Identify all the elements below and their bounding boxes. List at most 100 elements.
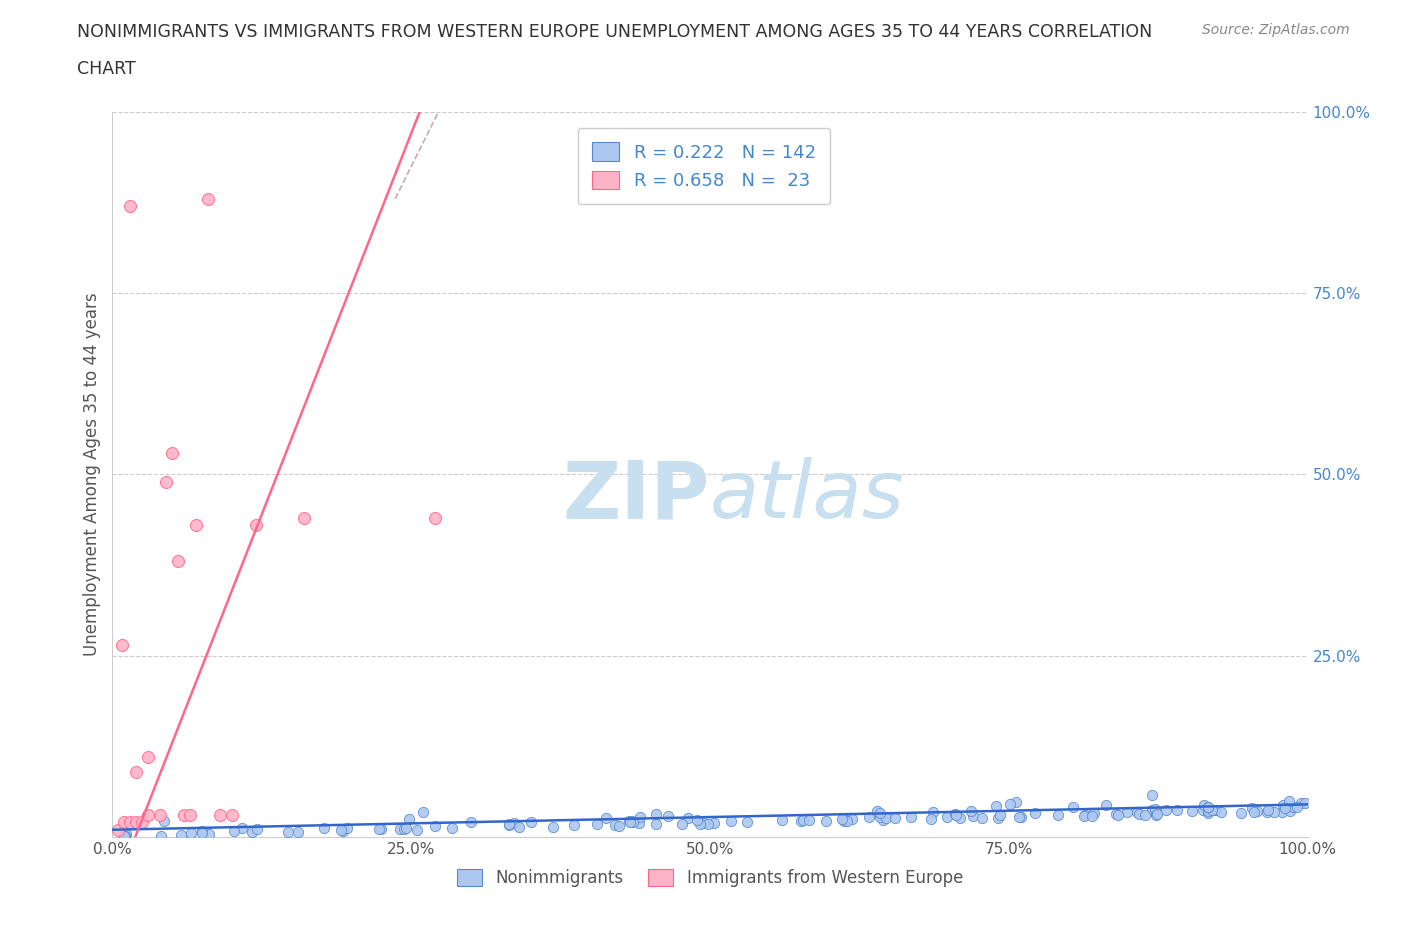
Text: ZIP: ZIP <box>562 457 710 535</box>
Point <box>191 826 214 841</box>
Point <box>1197 799 1219 814</box>
Point <box>837 813 859 828</box>
Point <box>498 817 520 832</box>
Point <box>792 813 814 828</box>
Point <box>111 637 134 652</box>
Point <box>460 815 482 830</box>
Point <box>395 820 418 835</box>
Point <box>1166 803 1188 817</box>
Point <box>1197 805 1219 820</box>
Text: NONIMMIGRANTS VS IMMIGRANTS FROM WESTERN EUROPE UNEMPLOYMENT AMONG AGES 35 TO 44: NONIMMIGRANTS VS IMMIGRANTS FROM WESTERN… <box>77 23 1153 41</box>
Point <box>883 811 905 826</box>
Point <box>960 804 983 818</box>
Point <box>292 511 315 525</box>
Point <box>936 809 959 824</box>
Point <box>1010 809 1032 824</box>
Point <box>1008 809 1031 824</box>
Point <box>425 511 447 525</box>
Point <box>114 829 136 844</box>
Point <box>412 804 434 819</box>
Point <box>1285 800 1308 815</box>
Point <box>1263 804 1285 819</box>
Point <box>498 817 520 832</box>
Point <box>231 821 253 836</box>
Point <box>686 813 709 828</box>
Point <box>332 824 354 839</box>
Point <box>277 825 299 840</box>
Point <box>671 817 693 831</box>
Point <box>1274 800 1296 815</box>
Point <box>370 821 392 836</box>
Point <box>832 814 855 829</box>
Text: CHART: CHART <box>77 60 136 78</box>
Point <box>814 814 837 829</box>
Point <box>1289 795 1312 810</box>
Point <box>120 815 142 830</box>
Point <box>221 808 243 823</box>
Point <box>984 798 1007 813</box>
Point <box>869 805 891 820</box>
Point <box>180 826 202 841</box>
Point <box>689 817 711 831</box>
Point <box>1074 807 1097 822</box>
Point <box>1192 803 1215 817</box>
Point <box>657 809 679 824</box>
Point <box>541 820 564 835</box>
Point <box>107 822 129 837</box>
Point <box>287 824 309 839</box>
Point <box>1126 805 1149 820</box>
Point <box>1205 802 1227 817</box>
Point <box>987 810 1010 825</box>
Point <box>1115 805 1137 820</box>
Point <box>398 812 420 827</box>
Point <box>112 829 135 844</box>
Point <box>131 815 153 830</box>
Point <box>209 808 232 823</box>
Point <box>240 825 263 840</box>
Point <box>179 808 201 823</box>
Point <box>1243 805 1265 820</box>
Text: Source: ZipAtlas.com: Source: ZipAtlas.com <box>1202 23 1350 37</box>
Point <box>1230 805 1253 820</box>
Point <box>125 815 148 830</box>
Point <box>832 812 855 827</box>
Point <box>1105 806 1128 821</box>
Point <box>720 813 742 828</box>
Point <box>245 518 267 533</box>
Point <box>388 821 411 836</box>
Point <box>1192 798 1215 813</box>
Point <box>872 813 894 828</box>
Point <box>922 804 945 819</box>
Point <box>1081 808 1104 823</box>
Point <box>1142 803 1164 817</box>
Point <box>153 813 176 828</box>
Point <box>368 821 391 836</box>
Point <box>737 815 759 830</box>
Point <box>945 807 967 822</box>
Point <box>990 807 1012 822</box>
Y-axis label: Unemployment Among Ages 35 to 44 years: Unemployment Among Ages 35 to 44 years <box>83 293 101 656</box>
Point <box>1107 807 1129 822</box>
Point <box>1128 806 1150 821</box>
Point <box>1095 798 1118 813</box>
Point <box>191 824 214 839</box>
Point <box>245 821 267 836</box>
Point <box>170 828 193 843</box>
Point <box>1154 802 1177 817</box>
Point <box>224 823 246 838</box>
Point <box>831 812 853 827</box>
Point <box>607 818 630 833</box>
Point <box>173 808 195 823</box>
Point <box>1272 797 1295 812</box>
Point <box>1197 804 1219 818</box>
Point <box>866 804 889 818</box>
Point <box>520 815 543 830</box>
Point <box>336 820 359 835</box>
Point <box>1201 803 1223 817</box>
Point <box>312 821 335 836</box>
Point <box>405 823 427 838</box>
Legend: Nonimmigrants, Immigrants from Western Europe: Nonimmigrants, Immigrants from Western E… <box>450 862 970 894</box>
Point <box>920 811 942 826</box>
Point <box>619 814 641 829</box>
Point <box>138 808 160 823</box>
